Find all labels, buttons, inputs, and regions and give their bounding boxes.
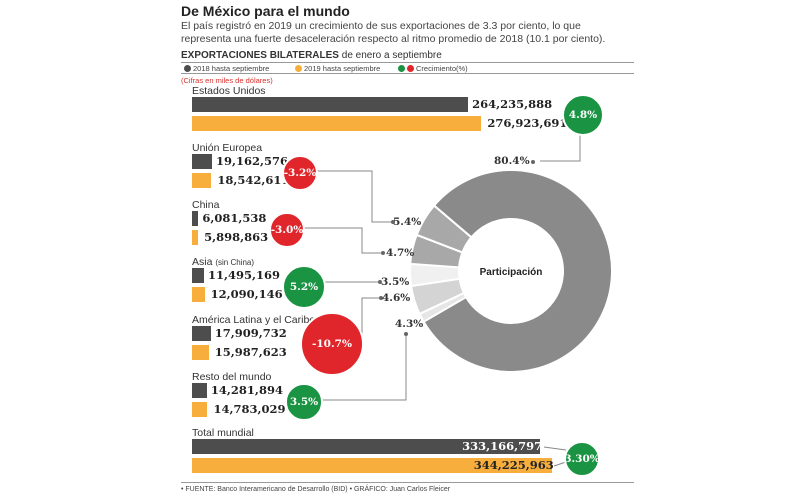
units-note: (Cifras en miles de dólares) <box>181 76 273 85</box>
leader-line <box>540 130 581 162</box>
bar-2018 <box>192 439 541 454</box>
row-label: América Latina y el Caribe <box>192 314 315 326</box>
share-label: 4.7% <box>386 247 415 259</box>
legend-growth: Crecimiento(%) <box>398 64 468 73</box>
legend-label: 2019 hasta septiembre <box>304 64 381 73</box>
leader-dot <box>381 251 385 255</box>
growth-badge: -3.0% <box>269 212 305 248</box>
bar-2019 <box>192 116 482 131</box>
growth-badge: 4.8% <box>561 93 605 137</box>
value-2019: 15,987,623 <box>214 345 287 359</box>
value-2018: 19,162,576 <box>216 154 289 168</box>
section-title-rest: de enero a septiembre <box>338 50 442 61</box>
bar-2019 <box>192 458 552 473</box>
row-label: Estados Unidos <box>192 85 266 97</box>
donut-slice <box>422 169 613 373</box>
row-name: Estados Unidos <box>192 85 266 97</box>
donut-chart: Participación <box>378 160 613 373</box>
value-2019: 12,090,146 <box>210 287 283 301</box>
value-2019: 5,898,863 <box>204 230 269 244</box>
bar-2018 <box>192 211 199 226</box>
divider <box>181 62 634 63</box>
leader-dot <box>531 160 535 164</box>
leader-dot <box>379 296 383 300</box>
bar-2019 <box>192 173 212 188</box>
share-label: 4.3% <box>395 318 424 330</box>
value-2019: 344,225,963 <box>473 458 554 472</box>
growth-badge: 5.2% <box>282 265 326 309</box>
row-label: China <box>192 199 219 211</box>
leader-line <box>318 334 407 401</box>
bar-2019 <box>192 230 199 245</box>
value-2018: 264,235,888 <box>472 97 553 111</box>
footer-source: • FUENTE: Banco Interamericano de Desarr… <box>181 486 451 493</box>
value-2018: 17,909,732 <box>214 326 287 340</box>
legend-2018: 2018 hasta septiembre <box>184 64 269 73</box>
value-2019: 14,783,029 <box>213 402 286 416</box>
leader-line <box>300 227 383 254</box>
growth-badge: -3.2% <box>281 154 319 192</box>
value-2018: 333,166,797 <box>462 439 543 453</box>
share-label: 5.4% <box>393 216 422 228</box>
legend-label: 2018 hasta septiembre <box>193 64 270 73</box>
row-name: Asia <box>192 256 216 268</box>
divider <box>181 482 634 483</box>
bar-2018 <box>192 326 211 341</box>
divider <box>181 73 634 74</box>
bar-2018 <box>192 97 469 112</box>
share-label: 3.5% <box>381 276 410 288</box>
section-title: EXPORTACIONES BILATERALES de enero a sep… <box>181 50 442 61</box>
bar-2019 <box>192 287 205 302</box>
growth-badge: -10.7% <box>299 311 365 377</box>
bar-2018 <box>192 268 204 283</box>
section-title-bold: EXPORTACIONES BILATERALES <box>181 50 339 61</box>
row-name: América Latina y el Caribe <box>192 314 316 326</box>
row-name-suffix: (sin China) <box>215 258 255 267</box>
leader-dot <box>404 332 408 336</box>
bar-2019 <box>192 345 209 360</box>
bar-2018 <box>192 383 207 398</box>
legend-2019: 2019 hasta septiembre <box>295 64 380 73</box>
row-name: Resto del mundo <box>192 371 272 383</box>
value-2019: 276,923,691 <box>487 116 568 130</box>
growth-badge: 3.5% <box>285 383 323 421</box>
row-name: Total mundial <box>192 427 254 439</box>
row-label: Total mundial <box>192 427 254 439</box>
row-label: Asia (sin China) <box>192 256 254 268</box>
donut-center-label: Participación <box>480 267 543 278</box>
leader-dot <box>378 280 382 284</box>
row-label: Resto del mundo <box>192 371 271 383</box>
legend-dot-icon <box>184 65 191 72</box>
positive-dot-icon <box>398 65 405 72</box>
row-name: China <box>192 199 220 211</box>
leader-dot <box>391 220 395 224</box>
legend-dot-icon <box>295 65 302 72</box>
bar-2018 <box>192 154 213 169</box>
value-2018: 6,081,538 <box>202 211 267 225</box>
leader-line <box>312 170 392 223</box>
growth-badge: 3.30% <box>563 440 601 478</box>
leader-line <box>543 446 567 451</box>
bar-2019 <box>192 402 208 417</box>
legend-label: Crecimiento(%) <box>416 64 468 73</box>
row-label: Unión Europea <box>192 142 262 154</box>
share-label: 80.4% <box>494 155 530 167</box>
row-name: Unión Europea <box>192 142 263 154</box>
subtitle: El país registró en 2019 un crecimiento … <box>181 20 606 45</box>
value-2019: 18,542,611 <box>217 173 290 187</box>
page-title: De México para el mundo <box>181 3 350 19</box>
share-label: 4.6% <box>382 292 411 304</box>
value-2018: 11,495,169 <box>208 268 281 282</box>
negative-dot-icon <box>407 65 414 72</box>
value-2018: 14,281,894 <box>210 383 283 397</box>
leader-line <box>360 297 381 343</box>
